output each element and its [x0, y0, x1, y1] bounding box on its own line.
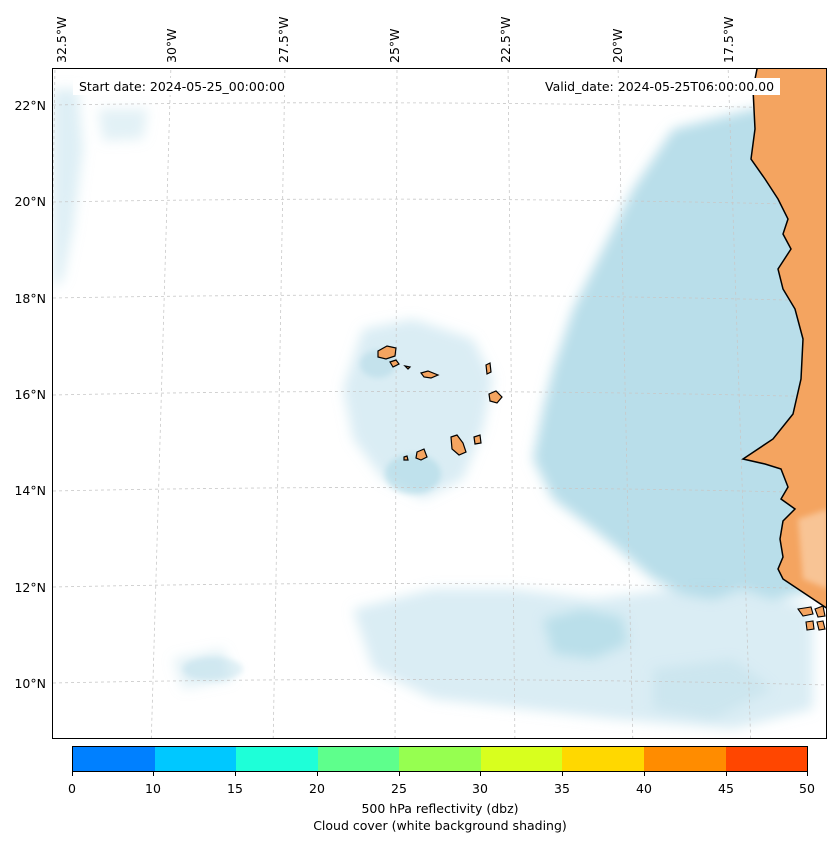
cloud-southeast-patch: [653, 659, 773, 719]
lon-label: 30°W: [164, 28, 179, 63]
lat-label: 12°N: [14, 580, 46, 595]
colorbar-segment: [317, 747, 400, 771]
meridian: [394, 69, 398, 738]
valid-date-label: Valid_date: 2024-05-25T06:00:00.00: [539, 78, 781, 95]
colorbar-segment: [480, 747, 563, 771]
colorbar-tick-label: 45: [718, 781, 734, 796]
island-santo-antao: [377, 345, 397, 360]
parallel: [53, 679, 826, 686]
parallel: [53, 487, 826, 494]
cloud-west-edge: [53, 89, 83, 289]
land-highlight: [798, 509, 826, 589]
lat-label: 22°N: [14, 98, 46, 113]
colorbar-tick-label: 40: [636, 781, 652, 796]
bijagos-islands: [797, 605, 826, 631]
cloud-mass-main: [533, 104, 826, 599]
island-boa-vista: [488, 390, 503, 404]
lon-label: 32.5°W: [54, 16, 69, 63]
map-canvas: [53, 69, 826, 738]
meridian: [507, 69, 516, 738]
start-date-label: Start date: 2024-05-25_00:00:00: [73, 78, 291, 95]
island: [814, 605, 826, 618]
meridian: [272, 69, 286, 738]
cloud-south-cell: [543, 609, 628, 659]
island-santiago: [450, 434, 467, 456]
colorbar-tick: [807, 772, 808, 776]
colorbar-segment: [725, 747, 808, 771]
island-santa-luzia: [403, 365, 412, 370]
colorbar-segment: [236, 747, 318, 771]
lon-label: 27.5°W: [276, 16, 291, 63]
colorbar-tick: [399, 772, 400, 776]
lat-label: 16°N: [14, 387, 46, 402]
colorbar-tick: [72, 772, 73, 776]
colorbar-tick: [317, 772, 318, 776]
colorbar-tick: [644, 772, 645, 776]
african-coastline: [741, 69, 826, 609]
colorbar-tick-label: 25: [391, 781, 407, 796]
colorbar-segment: [154, 747, 237, 771]
colorbar-segment: [562, 747, 644, 771]
meridian: [150, 69, 172, 738]
island-maio: [473, 434, 482, 445]
lat-label: 20°N: [14, 194, 46, 209]
colorbar-title: 500 hPa reflectivity (dbz): [361, 801, 519, 816]
lon-label: 22.5°W: [498, 16, 513, 63]
graticule: [53, 69, 826, 738]
island-sal: [485, 362, 492, 375]
colorbar-tick: [726, 772, 727, 776]
parallel: [53, 198, 826, 206]
colorbar-tick-label: 50: [799, 781, 815, 796]
parallel: [53, 391, 826, 398]
lon-label: 17.5°W: [721, 16, 736, 63]
colorbar-tick-label: 20: [309, 781, 325, 796]
cloud-shading: [53, 89, 826, 729]
colorbar-tick: [480, 772, 481, 776]
colorbar-segment: [399, 747, 481, 771]
colorbar-tick-label: 35: [554, 781, 570, 796]
island-sao-vicente: [389, 359, 400, 368]
island-sao-nicolau: [419, 370, 440, 379]
meridian: [727, 69, 752, 738]
map-panel: Start date: 2024-05-25_00:00:00 Valid_da…: [52, 68, 827, 739]
colorbar-tick-label: 10: [145, 781, 161, 796]
parallel: [53, 583, 826, 590]
lon-label: 20°W: [610, 28, 625, 63]
colorbar-segment: [73, 747, 155, 771]
island-brava: [403, 455, 409, 461]
colorbar-tick: [235, 772, 236, 776]
island: [816, 620, 826, 631]
colorbar-tick: [562, 772, 563, 776]
cloud-shading-light: [183, 350, 441, 681]
meridian: [53, 69, 56, 229]
lat-label: 10°N: [14, 676, 46, 691]
cloud-cell: [385, 454, 441, 494]
colorbar-segment: [643, 747, 726, 771]
island: [797, 606, 814, 617]
lon-label: 25°W: [387, 28, 402, 63]
colorbar-tick-label: 15: [227, 781, 243, 796]
cloud-cell: [183, 657, 243, 681]
parallel: [53, 294, 826, 302]
island-fogo: [415, 448, 428, 461]
cloud-northwest-patch: [98, 109, 148, 141]
parallel: [53, 102, 826, 110]
lat-label: 14°N: [14, 483, 46, 498]
colorbar-subtitle: Cloud cover (white background shading): [313, 818, 567, 833]
colorbar-tick-label: 30: [472, 781, 488, 796]
island: [805, 620, 815, 631]
colorbar: [72, 746, 808, 772]
cape-verde-islands: [377, 345, 503, 461]
colorbar-tick: [153, 772, 154, 776]
colorbar-tick-label: 0: [68, 781, 76, 796]
lat-label: 18°N: [14, 291, 46, 306]
meridian: [617, 69, 634, 738]
